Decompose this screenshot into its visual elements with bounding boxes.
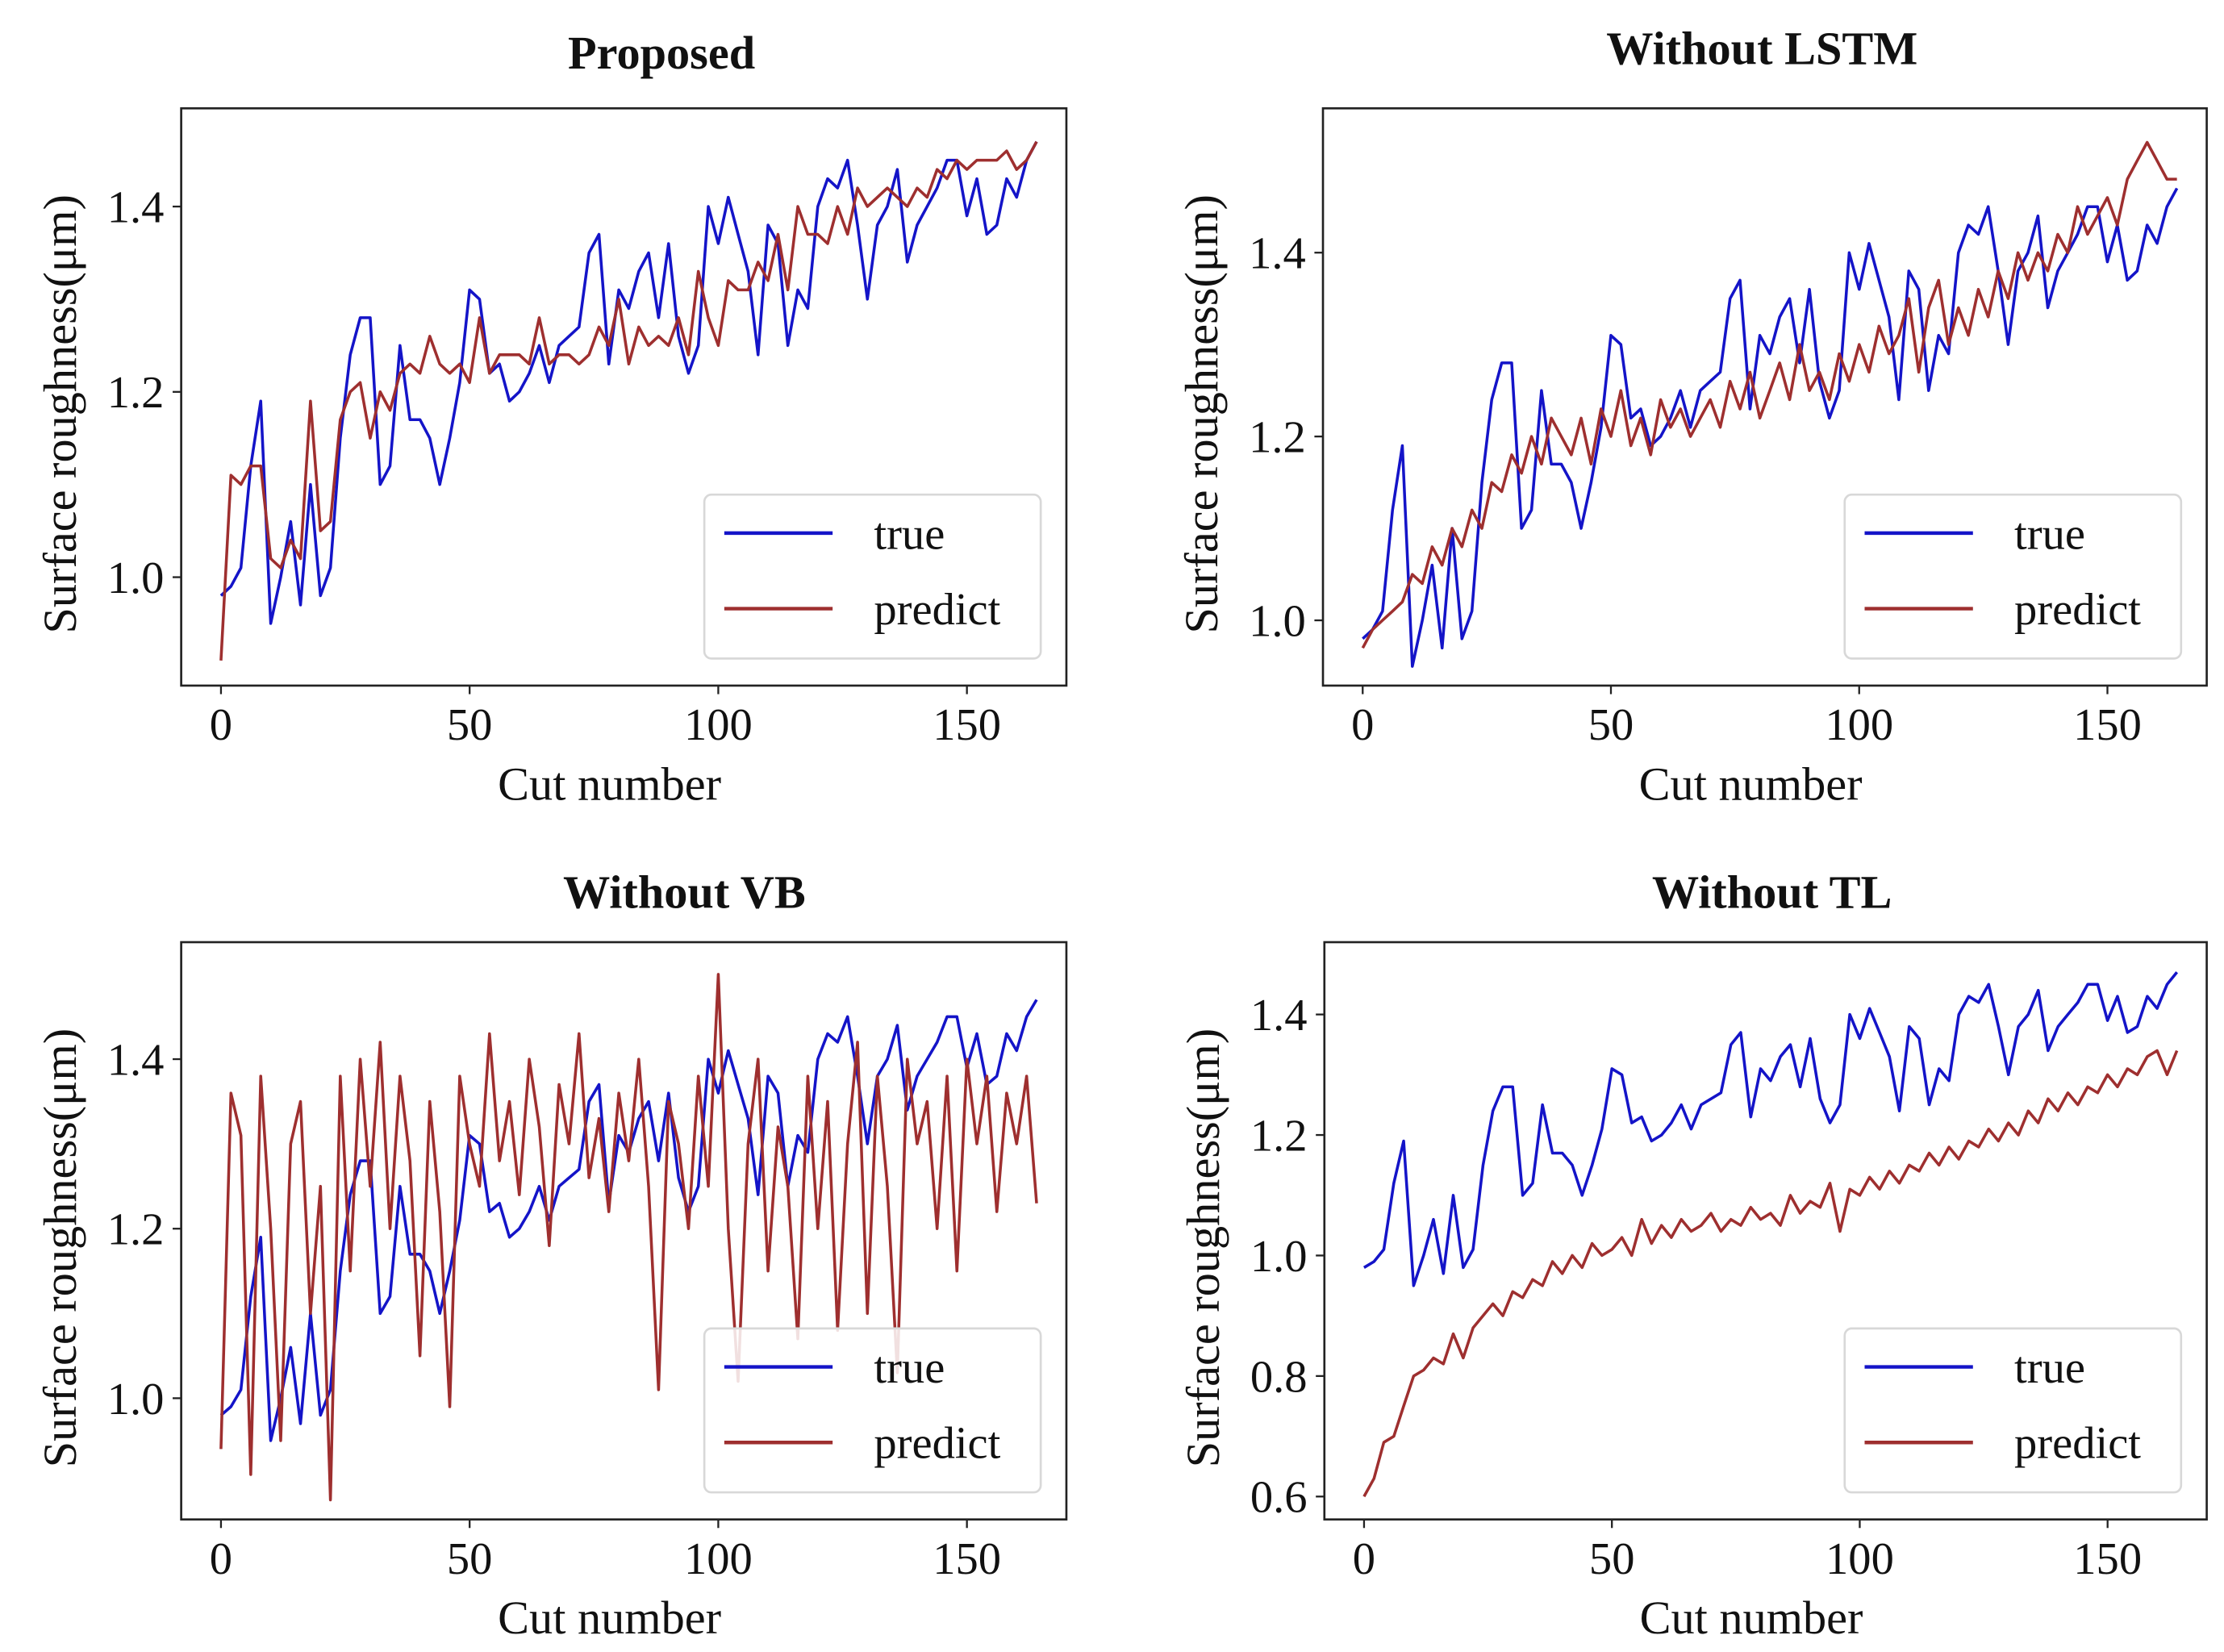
legend-label-true: true [874,509,945,559]
series-line-predict [219,973,1038,1502]
x-tick-label: 100 [1825,700,1893,750]
legend-label-true: true [874,1343,945,1393]
y-axis-label: Surface roughness(μm) [1175,194,1228,633]
chart-title: Without TL [1652,866,1892,919]
x-tick-label: 100 [684,1534,753,1584]
y-tick-label: 0.8 [1250,1352,1308,1402]
y-tick-label: 1.4 [107,182,165,232]
series-line-predict [1362,1049,2179,1498]
legend-label-predict: predict [2014,1419,2141,1469]
axes-frame [1321,106,2208,687]
series-line-true [1362,187,2179,668]
legend-box [703,1327,1042,1494]
x-tick-label: 0 [1351,700,1374,750]
series-line-predict [1361,140,2177,649]
y-tick-label: 1.2 [107,1205,165,1255]
chart-title: Without VB [563,866,806,919]
y-tick-label: 1.0 [1250,1232,1308,1282]
y-tick-label: 1.2 [1249,413,1306,463]
y-tick-label: 0.6 [1250,1473,1308,1523]
x-tick-label: 100 [684,700,753,750]
x-tick-label: 50 [1589,1534,1635,1584]
subplot-without-tl: Without TL 0 50 100 150 0.6 0.8 1.0 1.2 1.4 Cut nu… [1177,866,2208,1644]
x-tick-label: 50 [447,1534,493,1584]
x-axis-label: Cut number [1640,1592,1863,1644]
y-tick-label: 1.0 [107,553,165,603]
y-axis-label: Surface roughness(μm) [34,1028,86,1467]
legend-box [1843,493,2183,660]
x-tick-label: 150 [2073,700,2142,750]
legend: true predict [1843,493,2183,660]
axes-frame [180,941,1068,1521]
axes-frame [1323,941,2208,1521]
subplot-without-lstm: Without LSTM 0 50 100 150 1.0 1.2 1.4 Cut number… [1175,23,2208,810]
x-axis-label: Cut number [498,1592,721,1644]
x-tick-label: 50 [1588,700,1634,750]
legend-label-true: true [2014,1343,2085,1393]
x-tick-label: 150 [933,700,1001,750]
y-tick-label: 1.0 [107,1375,165,1425]
x-tick-label: 100 [1826,1534,1894,1584]
chart-title: Proposed [568,27,755,79]
legend: true predict [703,1327,1042,1494]
y-tick-label: 1.4 [1249,229,1306,279]
legend-box [1843,1327,2183,1494]
legend: true predict [703,493,1042,660]
legend-box [703,493,1042,660]
x-tick-label: 0 [1353,1534,1375,1584]
y-axis-label: Surface roughness(μm) [34,194,86,633]
chart-title: Without LSTM [1606,23,1917,75]
x-tick-label: 150 [933,1534,1001,1584]
y-tick-label: 1.2 [107,368,165,418]
legend: true predict [1843,1327,2183,1494]
x-axis-label: Cut number [498,757,721,810]
x-axis-label: Cut number [1639,757,1863,810]
series-line-true [1363,971,2179,1287]
series-line-predict [219,140,1038,661]
y-axis-label: Surface roughness(μm) [1177,1028,1229,1467]
y-tick-label: 1.0 [1249,596,1306,646]
x-tick-label: 50 [447,700,493,750]
subplot-without-vb: Without VB 0 50 100 150 1.0 1.2 1.4 Cut number Su… [34,866,1068,1644]
x-tick-label: 150 [2073,1534,2142,1584]
y-tick-label: 1.2 [1250,1111,1308,1161]
y-tick-label: 1.4 [1250,991,1308,1041]
x-tick-label: 0 [210,700,232,750]
legend-label-predict: predict [874,585,1000,635]
legend-label-predict: predict [2014,585,2141,635]
legend-label-predict: predict [874,1419,1000,1469]
subplot-proposed: Proposed 0 50 100 150 1.0 1.2 1.4 Cut number Surf… [34,27,1068,810]
legend-label-true: true [2014,509,2085,559]
axes-frame [180,106,1068,687]
y-tick-label: 1.4 [107,1035,165,1085]
x-tick-label: 0 [210,1534,232,1584]
